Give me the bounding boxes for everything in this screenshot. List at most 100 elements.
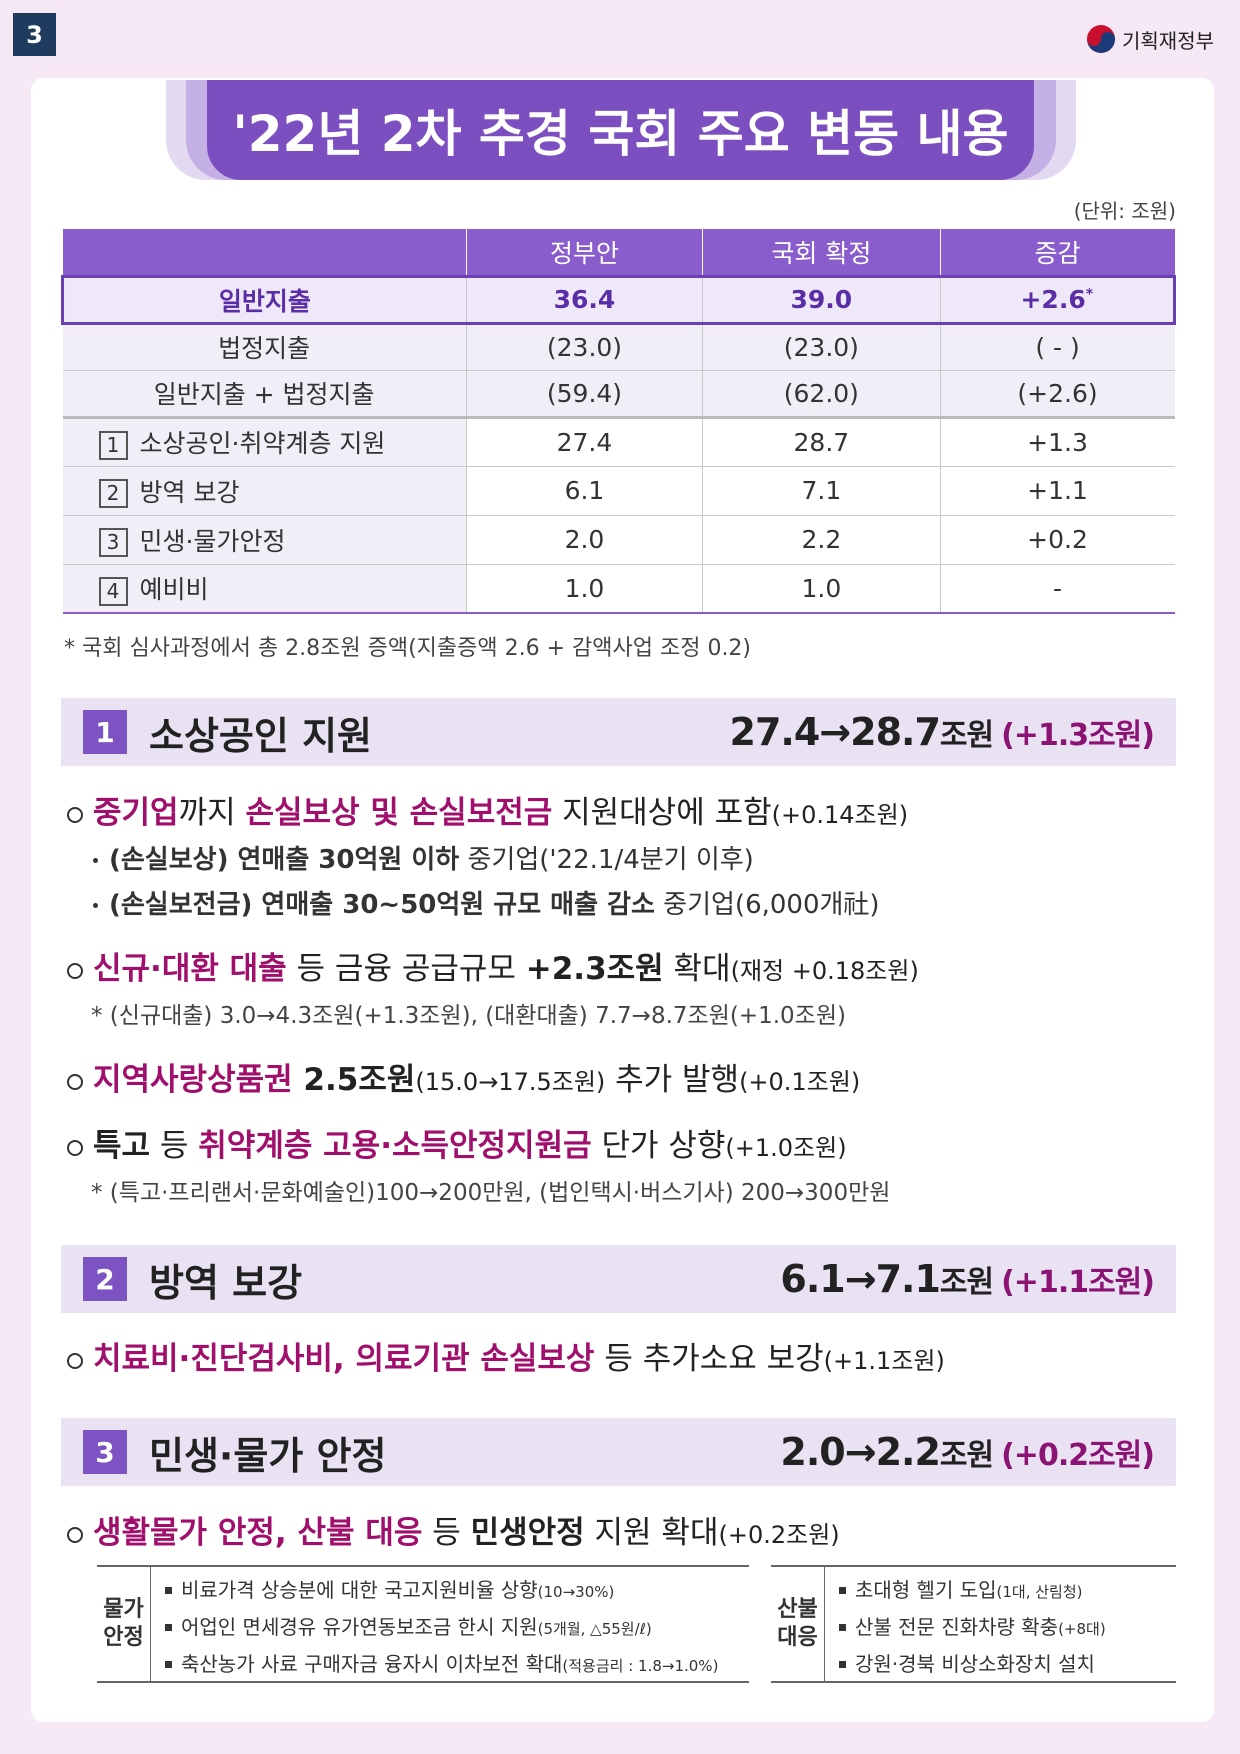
text-run: 특고: [93, 1128, 151, 1164]
text-run: (손실보상) 연매출 30억원 이하: [109, 845, 460, 875]
text-run: 등: [422, 1515, 471, 1551]
box-item: 축산농가 사료 구매자금 융자시 이차보전 확대(적용금리 : 1.8→1.0%…: [165, 1647, 718, 1684]
text-run: (10→30%): [537, 1583, 615, 1601]
text-run: (재정 +0.18조원): [730, 957, 919, 985]
detail-box: 산불 대응 초대형 헬기 도입(1대, 산림청) 산불 전문 진화차량 확충(+8대)…: [771, 1565, 1176, 1683]
text-run: 등 추가소요 보강: [594, 1341, 824, 1377]
row-label: 3 민생·물가안정: [62, 514, 467, 565]
text-run: 민생안정: [470, 1515, 585, 1551]
footnote-mark: *: [1085, 286, 1094, 303]
section-body: 치료비·진단검사비, 의료기관 손실보상 등 추가소요 보강(+1.1조원): [61, 1318, 1176, 1384]
cell-value: +2.6: [1020, 285, 1086, 314]
text-run: 지원대상에 포함: [552, 795, 772, 831]
text-run: 등: [150, 1128, 199, 1164]
row-label-text: 법정지출: [218, 334, 311, 363]
sub-item: (손실보전금) 연매출 30~50억원 규모 매출 감소 중기업(6,000개社…: [61, 883, 1176, 928]
table-cell: (62.0): [702, 369, 941, 419]
row-label-text: 예비비: [139, 575, 209, 605]
table-row: 법정지출 (23.0) (23.0) ( - ): [62, 322, 1175, 371]
cell-value: (59.4): [546, 378, 623, 408]
table-row: 일반지출 36.4 39.0 +2.6*: [61, 274, 1177, 325]
row-label: 일반지출: [61, 274, 467, 325]
text-run: 생활물가 안정, 산불 대응: [93, 1515, 423, 1551]
text-run: 치료비·진단검사비, 의료기관 손실보상: [93, 1341, 595, 1377]
section-summary: 6.1→7.1조원 (+1.1조원): [780, 1257, 1155, 1301]
text-run: (15.0→17.5조원): [415, 1068, 606, 1096]
summary-change: (+1.1조원): [1001, 1265, 1155, 1300]
box-item: 어업인 면세경유 유가연동보조금 한시 지원(5개월, △55원/ℓ): [165, 1610, 718, 1647]
footnote: * 국회 심사과정에서 총 2.8조원 증액(지출증액 2.6 + 감액사업 조…: [64, 636, 752, 661]
summary-to: 2.2: [875, 1430, 941, 1474]
section-title: 방역 보강: [149, 1260, 303, 1305]
text-run: 비료가격 상승분에 대한 국고지원비율 상향: [181, 1578, 538, 1602]
box-label-line: 물가: [103, 1597, 144, 1622]
summary-unit: 조원: [939, 718, 994, 753]
row-number: 3: [98, 528, 128, 557]
row-label: 1 소상공인·취약계층 지원: [62, 416, 467, 467]
cell-value: 27.4: [556, 427, 613, 457]
table-cell: 7.1: [702, 465, 941, 516]
bullet-item: 치료비·진단검사비, 의료기관 손실보상 등 추가소요 보강(+1.1조원): [61, 1336, 1176, 1384]
table-row: 1 소상공인·취약계층 지원 27.4 28.7 +1.3: [62, 416, 1175, 467]
table-cell: +1.3: [939, 416, 1175, 467]
cell-value: 6.1: [564, 476, 605, 505]
text-run: 등 금융 공급규모: [286, 951, 526, 987]
row-number: 1: [98, 430, 128, 460]
header-cell: 정부안: [465, 229, 703, 276]
text-run: 지역사랑상품권: [93, 1062, 293, 1098]
section-number: 3: [83, 1430, 127, 1474]
section-title: 민생·물가 안정: [149, 1433, 387, 1478]
header-row: 정부안 국회 확정 증감: [62, 229, 1175, 276]
box-item: 비료가격 상승분에 대한 국고지원비율 상향(10→30%): [165, 1573, 718, 1610]
text-run: (+0.14조원): [771, 801, 909, 829]
text-run: 2.5조원: [292, 1062, 416, 1098]
row-label: 4 예비비: [62, 563, 467, 614]
summary-arrow: →: [819, 710, 851, 754]
header-cell: 국회 확정: [702, 229, 941, 276]
table-cell: (59.4): [465, 369, 704, 419]
table-row: 일반지출 + 법정지출 (59.4) (62.0) (+2.6): [62, 369, 1175, 419]
cell-value: (23.0): [783, 332, 859, 362]
row-number: 4: [98, 576, 128, 606]
item-note: * (신규대출) 3.0→4.3조원(+1.3조원), (대환대출) 7.7→8…: [91, 1003, 846, 1029]
box-label-line: 산불: [777, 1597, 818, 1622]
cell-value: +1.1: [1027, 476, 1088, 505]
sub-item: (손실보상) 연매출 30억원 이하 중기업('22.1/4분기 이후): [61, 838, 1176, 883]
table-cell: 28.7: [702, 416, 941, 467]
text-run: 손실보상 및 손실보전금: [245, 795, 553, 831]
table-cell: 2.0: [465, 514, 704, 565]
box-label-line: 안정: [103, 1625, 144, 1650]
text-run: (적용금리 : 1.8→1.0%): [562, 1657, 719, 1675]
box-label-line: 대응: [777, 1625, 818, 1650]
row-label: 2 방역 보강: [62, 465, 467, 516]
text-run: 단가 상향: [591, 1128, 726, 1164]
cell-value: (23.0): [546, 332, 623, 362]
table-cell: +2.6*: [939, 274, 1177, 325]
text-run: (+1.0조원): [725, 1134, 847, 1162]
table-row: 3 민생·물가안정 2.0 2.2 +0.2: [62, 514, 1175, 565]
summary-from: 2.0: [780, 1430, 845, 1474]
section-number: 2: [83, 1257, 127, 1301]
budget-table: 정부안 국회 확정 증감 일반지출 36.4 39.0 +2.6* 법정지출 (23.0) (2…: [61, 229, 1177, 614]
text-run: 중기업: [93, 795, 179, 831]
bullet-item: 특고 등 취약계층 고용·소득안정지원금 단가 상향(+1.0조원): [61, 1123, 1176, 1171]
summary-arrow: →: [844, 1430, 877, 1474]
section-summary: 2.0→2.2조원 (+0.2조원): [780, 1430, 1155, 1474]
section-body: 중기업까지 손실보상 및 손실보전금 지원대상에 포함(+0.14조원) (손실보…: [61, 772, 1176, 1216]
table-row: 4 예비비 1.0 1.0 -: [62, 563, 1175, 614]
text-run: 확대: [663, 951, 731, 987]
cell-value: 1.0: [801, 573, 842, 603]
page-number: 3: [13, 13, 56, 56]
text-run: 초대형 헬기 도입: [855, 1578, 997, 1602]
cell-value: -: [1053, 573, 1063, 603]
table-cell: (23.0): [702, 322, 941, 371]
detail-box: 물가 안정 비료가격 상승분에 대한 국고지원비율 상향(10→30%) 어업인 면세…: [97, 1565, 749, 1683]
cell-value: 2.2: [801, 525, 842, 554]
table-cell: 1.0: [702, 563, 941, 614]
item-note: * (특고·프리랜서·문화예술인)100→200만원, (법인택시·버스기사) …: [91, 1180, 891, 1206]
unit-note: (단위: 조원): [1073, 199, 1176, 223]
table-row: 2 방역 보강 6.1 7.1 +1.1: [62, 465, 1175, 516]
text-run: 중기업(6,000개社): [654, 890, 880, 920]
cell-value: (62.0): [783, 378, 859, 408]
summary-unit: 조원: [939, 1438, 994, 1473]
